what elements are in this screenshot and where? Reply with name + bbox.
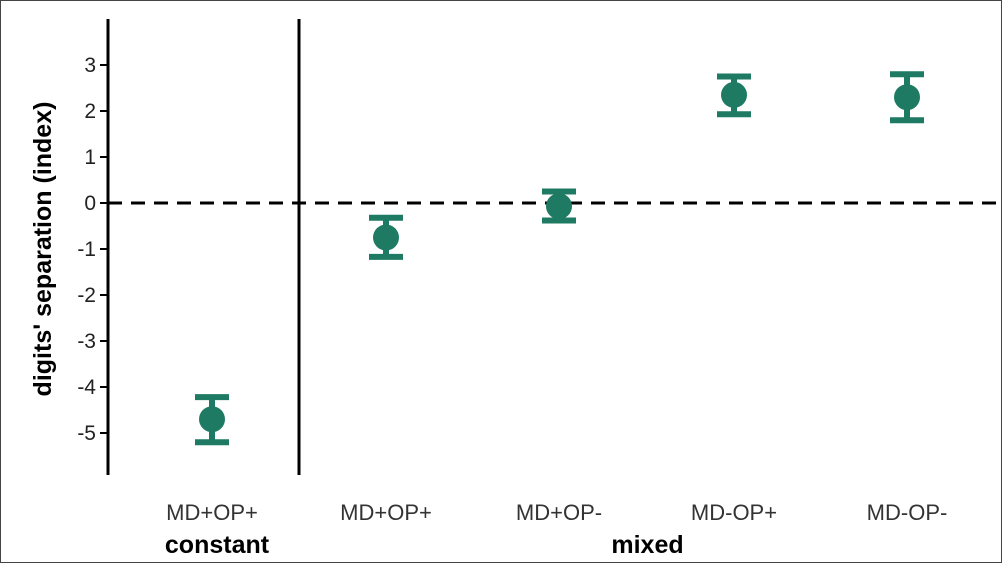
data-point-group [195,394,229,446]
data-point [373,224,399,251]
x-category-label: MD-OP+ [691,500,777,525]
data-point-group [542,188,576,224]
x-category-label: MD+OP+ [166,500,258,525]
y-tick-label: 1 [84,146,96,169]
axes: 3 2 1 0 -1 -2 -3 -4 -5 MD+OP+ MD+OP+ MD+OP- MD-OP+ MD… [77,19,1001,559]
data-point-group [369,214,403,260]
y-tick-label: -4 [77,376,96,399]
x-category-label: MD-OP- [867,500,948,525]
y-axis-title: digits' separation (index) [29,102,57,397]
marks [195,71,924,446]
data-point [546,193,572,220]
data-point [199,406,225,433]
y-tick-label: 2 [84,100,96,123]
y-tick-label: 3 [84,54,96,77]
y-tick-label: -5 [77,422,96,445]
data-point-group [890,71,924,124]
x-group-label: mixed [611,531,683,559]
y-tick-label: -2 [77,284,96,307]
data-point-group [717,73,751,118]
x-category-label: MD+OP- [516,500,602,525]
y-tick-label: -1 [77,238,96,261]
data-point [721,81,747,108]
y-tick-label: 0 [84,192,96,215]
data-point [894,84,920,111]
y-tick-label: -3 [77,330,96,353]
x-category-label: MD+OP+ [340,500,432,525]
x-group-label: constant [165,531,270,559]
